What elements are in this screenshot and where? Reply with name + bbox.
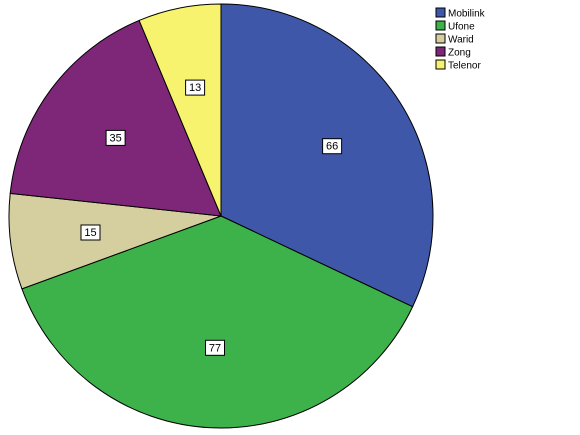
legend-swatch — [435, 46, 446, 57]
pie-slice-zong — [9, 19, 222, 217]
legend-item-mobilink: Mobilink — [435, 7, 486, 20]
data-label-ufone: 77 — [205, 339, 225, 356]
data-label-text: 66 — [326, 141, 338, 153]
legend: Mobilink Ufone Warid Zong Telenor — [435, 7, 486, 72]
data-label-box — [80, 224, 101, 241]
legend-label: Ufone — [448, 22, 475, 33]
legend-item-ufone: Ufone — [435, 20, 475, 33]
data-label-box — [105, 129, 126, 146]
legend-item-zong: Zong — [435, 46, 471, 59]
pie-slice-mobilink — [220, 3, 434, 308]
data-label-box — [322, 138, 343, 155]
data-label-box — [205, 339, 225, 356]
legend-swatch — [435, 33, 446, 44]
legend-item-telenor: Telenor — [435, 59, 481, 72]
pie-slices — [8, 3, 434, 429]
data-label-mobilink: 66 — [322, 138, 343, 155]
data-label-text: 77 — [209, 342, 221, 354]
pie-data-labels: 66 77 15 35 13 — [80, 79, 343, 356]
data-label-zong: 35 — [105, 129, 126, 146]
data-label-text: 15 — [84, 227, 96, 239]
legend-label: Telenor — [448, 61, 481, 72]
data-label-text: 13 — [189, 82, 201, 94]
legend-swatch — [435, 59, 446, 70]
pie-slice-telenor — [138, 3, 222, 217]
legend-item-warid: Warid — [435, 33, 474, 46]
data-label-box — [185, 79, 206, 96]
legend-label: Warid — [448, 35, 474, 46]
legend-swatch — [435, 20, 446, 31]
data-label-text: 35 — [109, 132, 121, 144]
data-label-telenor: 13 — [185, 79, 206, 96]
data-label-warid: 15 — [80, 224, 101, 241]
pie-slice-ufone — [21, 215, 414, 429]
legend-swatch — [435, 7, 446, 18]
legend-label: Mobilink — [448, 9, 486, 20]
legend-label: Zong — [448, 48, 471, 59]
